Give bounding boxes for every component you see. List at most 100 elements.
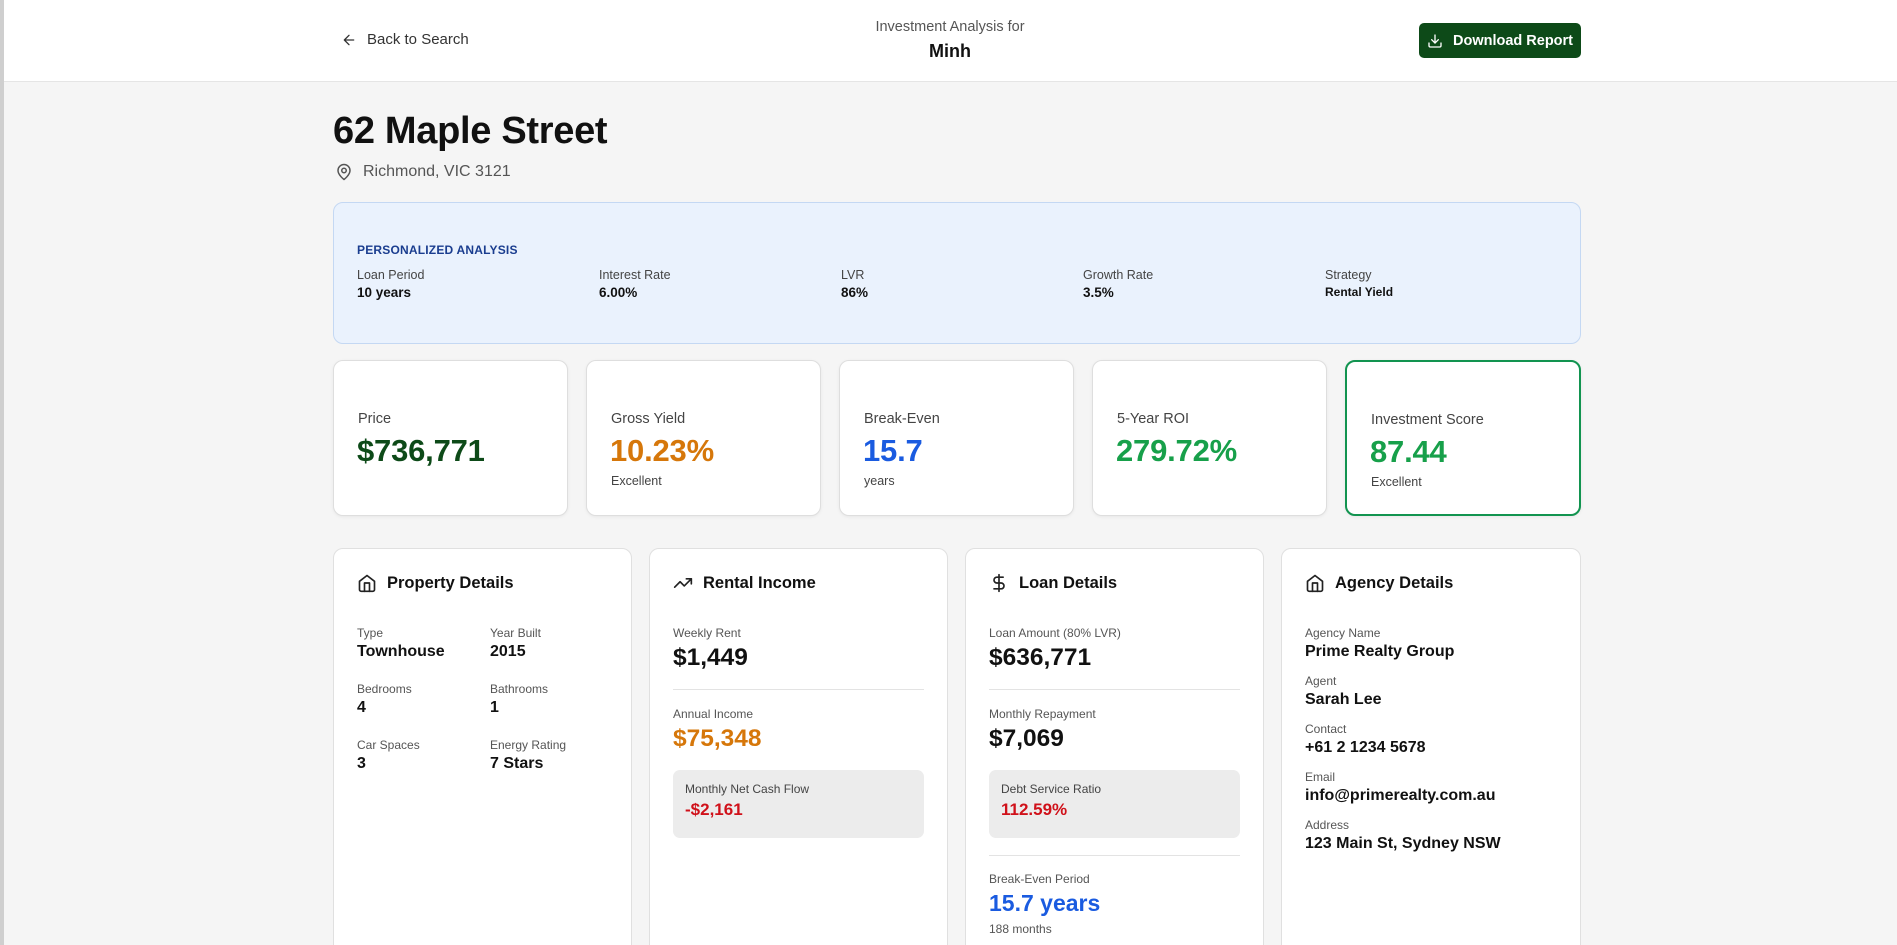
metric-card-5yr-roi: 5-Year ROI 279.72% <box>1092 360 1327 516</box>
dollar-icon <box>993 573 1005 593</box>
field-label: Agent <box>1305 674 1337 688</box>
metric-card-gross-yield: Gross Yield 10.23% Excellent <box>586 360 821 516</box>
field-label: Address <box>1305 818 1350 832</box>
field-value: 1 <box>490 699 499 716</box>
divider <box>989 855 1240 856</box>
personalized-analysis-panel: PERSONALIZED ANALYSIS Loan Period 10 yea… <box>333 202 1581 344</box>
field-value: Prime Realty Group <box>1305 643 1455 660</box>
page-title: 62 Maple Street <box>333 110 608 152</box>
field-value: $75,348 <box>673 725 762 752</box>
address-text: Richmond, VIC 3121 <box>363 163 511 180</box>
metric-label: Price <box>358 411 392 427</box>
metric-card-break-even: Break-Even 15.7 years <box>839 360 1074 516</box>
home-icon <box>1306 574 1324 593</box>
field-value: $636,771 <box>989 644 1092 671</box>
analysis-interest-rate: Interest Rate 6.00% <box>599 268 671 300</box>
field-type: Type Townhouse <box>357 626 445 661</box>
field-agency-name: Agency Name Prime Realty Group <box>1305 626 1454 661</box>
analysis-item-value: 86% <box>841 285 869 300</box>
field-bedrooms: Bedrooms 4 <box>357 682 412 717</box>
analysis-item-label: Growth Rate <box>1083 268 1154 282</box>
card-header: Loan Details <box>989 573 1117 593</box>
field-label: Agency Name <box>1305 626 1381 640</box>
field-label: Energy Rating <box>490 738 567 752</box>
field-address: Address 123 Main St, Sydney NSW <box>1305 818 1501 853</box>
metric-value: 10.23% <box>610 433 714 468</box>
field-value: 15.7 years <box>989 890 1101 916</box>
download-report-button[interactable]: Download Report <box>1419 23 1581 58</box>
field-contact: Contact +61 2 1234 5678 <box>1305 722 1426 757</box>
metric-card-price: Price $736,771 <box>333 360 568 516</box>
field-value: +61 2 1234 5678 <box>1305 739 1426 756</box>
field-bathrooms: Bathrooms 1 <box>490 682 548 717</box>
field-value: $7,069 <box>989 725 1064 752</box>
field-break-even-period: Break-Even Period 15.7 years 188 months <box>989 872 1100 936</box>
header-subtitle: Investment Analysis for <box>875 19 1025 35</box>
field-value: 7 Stars <box>490 755 544 772</box>
field-label: Weekly Rent <box>673 626 741 640</box>
field-year-built: Year Built 2015 <box>490 626 541 661</box>
property-address: Richmond, VIC 3121 <box>335 163 511 181</box>
field-car-spaces: Car Spaces 3 <box>357 738 420 773</box>
metric-card-investment-score: Investment Score 87.44 Excellent <box>1345 360 1581 516</box>
field-label: Year Built <box>490 626 541 640</box>
card-header: Agency Details <box>1305 573 1453 593</box>
metric-value: 87.44 <box>1370 434 1447 469</box>
analysis-loan-period: Loan Period 10 years <box>357 268 424 300</box>
analysis-item-label: Strategy <box>1325 268 1372 282</box>
metric-sub: years <box>864 474 895 488</box>
metric-label: Investment Score <box>1371 412 1484 428</box>
field-agent: Agent Sarah Lee <box>1305 674 1381 709</box>
divider <box>989 689 1240 690</box>
field-label: Email <box>1305 770 1336 784</box>
debt-service-ratio-box: Debt Service Ratio 112.59% <box>989 770 1240 838</box>
top-bar: Back to Search Investment Analysis for M… <box>4 0 1897 82</box>
field-value: Townhouse <box>357 643 445 660</box>
field-energy-rating: Energy Rating 7 Stars <box>490 738 566 773</box>
metric-label: Gross Yield <box>611 411 686 427</box>
field-value: 4 <box>357 699 366 716</box>
metric-label: 5-Year ROI <box>1117 411 1189 427</box>
net-cash-flow-box: Monthly Net Cash Flow -$2,161 <box>673 770 924 838</box>
field-value[interactable]: info@primerealty.com.au <box>1305 787 1496 804</box>
card-title: Property Details <box>387 573 514 592</box>
metric-sub: Excellent <box>611 474 662 488</box>
analysis-strategy: Strategy Rental Yield <box>1325 268 1393 299</box>
field-sub: 188 months <box>989 922 1052 936</box>
field-weekly-rent: Weekly Rent $1,449 <box>673 626 748 672</box>
field-annual-income: Annual Income $75,348 <box>673 707 762 753</box>
field-value: 3 <box>357 755 366 772</box>
analysis-item-label: LVR <box>841 268 865 282</box>
field-label: Annual Income <box>673 707 754 721</box>
user-name: Minh <box>929 41 971 61</box>
analysis-lvr: LVR 86% <box>841 268 868 300</box>
agency-details-card: Agency Details Agency Name Prime Realty … <box>1281 548 1581 945</box>
metric-value: $736,771 <box>357 433 485 468</box>
field-value: 2015 <box>490 643 526 660</box>
property-details-card: Property Details Type Townhouse Year Bui… <box>333 548 632 945</box>
card-header: Rental Income <box>673 573 816 593</box>
home-icon <box>358 574 376 593</box>
page-header-title: Investment Analysis for Minh <box>850 19 1050 62</box>
card-title: Rental Income <box>703 573 816 592</box>
download-label: Download Report <box>1452 32 1574 49</box>
analysis-label: PERSONALIZED ANALYSIS <box>357 243 518 257</box>
field-label: Break-Even Period <box>989 872 1090 886</box>
divider <box>673 689 924 690</box>
field-label: Bedrooms <box>357 682 412 696</box>
map-pin-icon <box>337 163 351 181</box>
arrow-left-icon <box>343 34 355 45</box>
field-label: Monthly Net Cash Flow <box>685 782 810 796</box>
field-value: Sarah Lee <box>1305 691 1382 708</box>
analysis-item-value: Rental Yield <box>1325 285 1394 299</box>
field-label: Type <box>357 626 384 640</box>
metric-value: 279.72% <box>1116 433 1237 468</box>
back-label: Back to Search <box>367 31 469 48</box>
back-to-search-link[interactable]: Back to Search <box>341 31 469 48</box>
download-icon <box>1428 33 1442 48</box>
field-label: Monthly Repayment <box>989 707 1096 721</box>
analysis-item-label: Loan Period <box>357 268 425 282</box>
field-monthly-repayment: Monthly Repayment $7,069 <box>989 707 1096 753</box>
field-value: -$2,161 <box>685 800 743 819</box>
field-label: Bathrooms <box>490 682 549 696</box>
